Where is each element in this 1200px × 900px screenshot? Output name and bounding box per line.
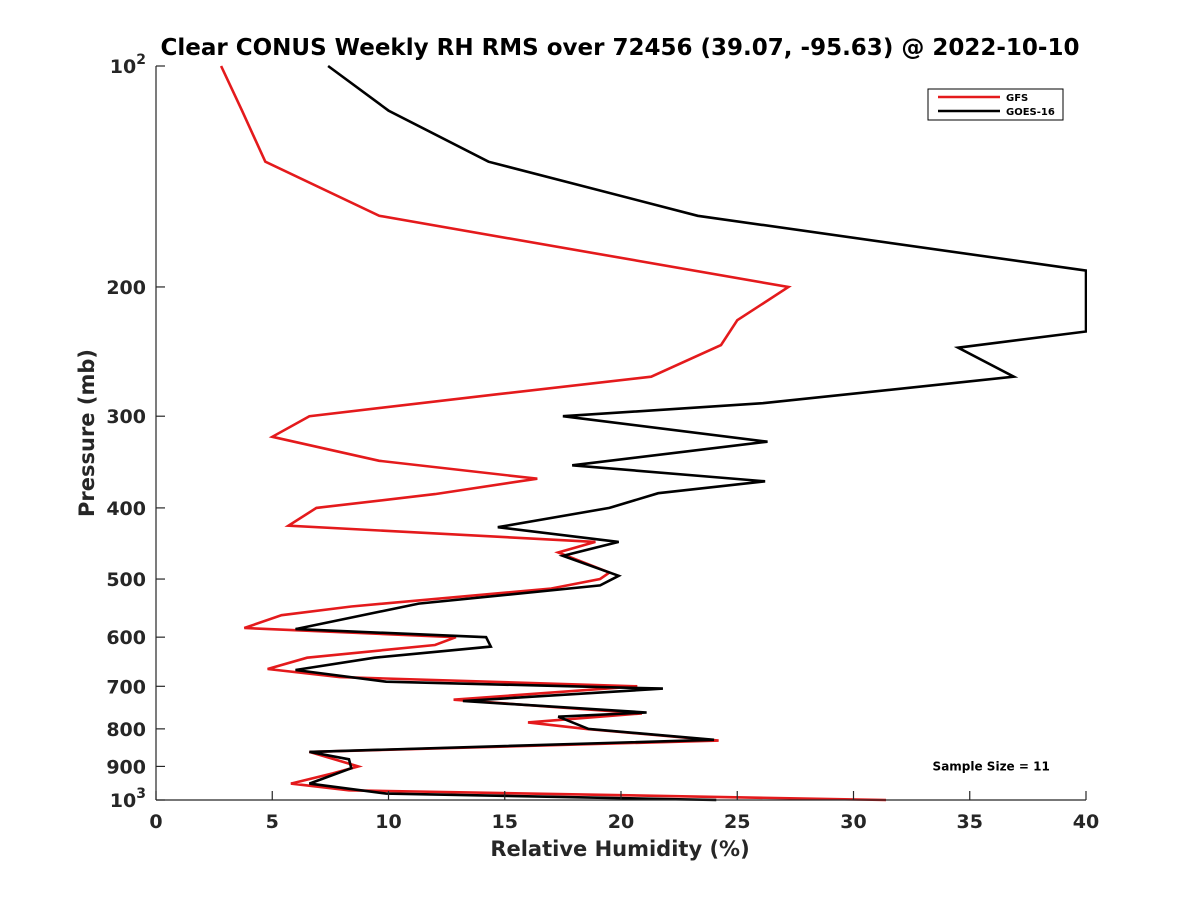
y-axis-label: Pressure (mb) — [75, 349, 99, 517]
y-tick-label: 600 — [106, 627, 146, 649]
y-tick-label: 200 — [106, 277, 146, 299]
x-tick-label: 5 — [266, 811, 279, 833]
x-tick-label: 25 — [724, 811, 750, 833]
y-tick-label: 700 — [106, 676, 146, 698]
chart-title: Clear CONUS Weekly RH RMS over 72456 (39… — [161, 35, 1080, 61]
x-tick-label: 20 — [608, 811, 634, 833]
legend-box — [927, 88, 1064, 121]
series-line-goes-16 — [295, 64, 1087, 802]
plot-area — [156, 66, 1086, 800]
x-tick-label: 10 — [375, 811, 401, 833]
x-tick-label: 35 — [957, 811, 983, 833]
sample-size-annotation: Sample Size = 11 — [933, 759, 1050, 773]
x-tick-label: 15 — [492, 811, 518, 833]
y-tick-label: 300 — [106, 406, 146, 428]
legend-label-goes-16: GOES-16 — [1006, 107, 1055, 118]
series-layer — [219, 64, 1087, 802]
x-tick-label: 0 — [149, 811, 162, 833]
legend: GFS GOES-16 — [927, 88, 1064, 121]
y-tick-label: 900 — [106, 756, 146, 778]
legend-label-gfs: GFS — [1006, 93, 1028, 104]
x-tick-label: 40 — [1073, 811, 1099, 833]
y-tick-label: 400 — [106, 498, 146, 520]
y-tick-label: 800 — [106, 719, 146, 741]
y-tick-label: 500 — [106, 569, 146, 591]
x-axis: 0 5 10 15 20 25 30 35 40 — [149, 791, 1099, 833]
x-axis-label: Relative Humidity (%) — [490, 837, 749, 861]
x-tick-label: 30 — [840, 811, 866, 833]
